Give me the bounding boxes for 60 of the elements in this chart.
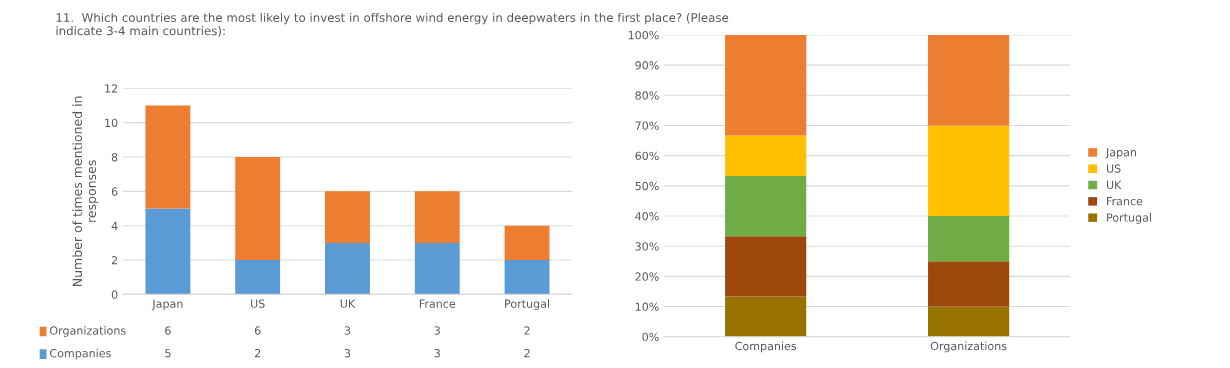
data-label: 5 xyxy=(165,349,171,358)
data-label: 2 xyxy=(524,348,530,358)
bar xyxy=(928,34,1010,126)
data-label: 6 xyxy=(165,326,171,335)
bar xyxy=(928,261,1010,307)
data-label: 2 xyxy=(524,326,530,335)
x-tick-label: Portugal xyxy=(505,299,550,311)
data-label: 3 xyxy=(344,326,351,335)
y-tick-label: 12 xyxy=(105,84,118,93)
y-tick-label: 70% xyxy=(635,121,659,130)
data-label: 3 xyxy=(434,326,440,335)
y-tick-label: 2 xyxy=(111,256,118,265)
y-tick-label: 10% xyxy=(635,302,659,311)
bar xyxy=(235,260,281,295)
bar xyxy=(725,296,807,337)
y-axis-title: Number of times mentioned in responses xyxy=(72,96,99,286)
y-tick-label: 0% xyxy=(642,332,659,342)
y-tick-label: 80% xyxy=(635,91,659,100)
y-tick-label: 0 xyxy=(111,290,118,299)
legend-label: UK xyxy=(1106,180,1122,190)
y-tick-label: 10 xyxy=(105,118,118,128)
bar xyxy=(414,242,460,295)
bar xyxy=(928,216,1010,262)
y-tick-label: 90% xyxy=(635,61,659,70)
legend-label: Organizations xyxy=(50,326,126,337)
x-tick-label: US xyxy=(251,299,265,308)
bar xyxy=(928,306,1010,337)
y-tick-label: 8 xyxy=(111,152,118,162)
bar xyxy=(725,135,807,176)
y-tick-label: 20% xyxy=(635,272,659,281)
legend-label: Japan xyxy=(1105,148,1137,159)
bar xyxy=(325,191,370,243)
y-tick-label: 6 xyxy=(111,187,118,196)
y-tick-label: 40% xyxy=(635,211,659,221)
bar xyxy=(414,191,460,243)
bar xyxy=(725,34,807,136)
legend-label: Portugal xyxy=(1107,213,1151,224)
y-tick-label: 30% xyxy=(635,242,659,251)
data-label: 3 xyxy=(344,348,351,358)
bar xyxy=(235,157,281,261)
y-tick-label: 4 xyxy=(111,221,118,230)
x-tick-label: UK xyxy=(340,299,356,308)
bar xyxy=(725,236,807,297)
data-label: 6 xyxy=(254,326,261,335)
data-label: 2 xyxy=(254,348,261,358)
legend-label: US xyxy=(1106,164,1121,173)
y-tick-label: 100% xyxy=(628,30,659,40)
x-tick-label: France xyxy=(419,299,456,308)
x-tick-label: Japan xyxy=(151,299,183,311)
bar xyxy=(725,175,807,237)
legend-label: France xyxy=(1107,197,1143,206)
bar xyxy=(145,208,191,295)
bar xyxy=(145,105,191,209)
bar xyxy=(928,125,1010,217)
y-tick-label: 50% xyxy=(635,181,659,191)
bar xyxy=(504,225,550,261)
data-label: 3 xyxy=(434,348,440,358)
bar xyxy=(504,260,550,295)
y-tick-label: 60% xyxy=(635,151,659,161)
bar xyxy=(325,242,370,295)
